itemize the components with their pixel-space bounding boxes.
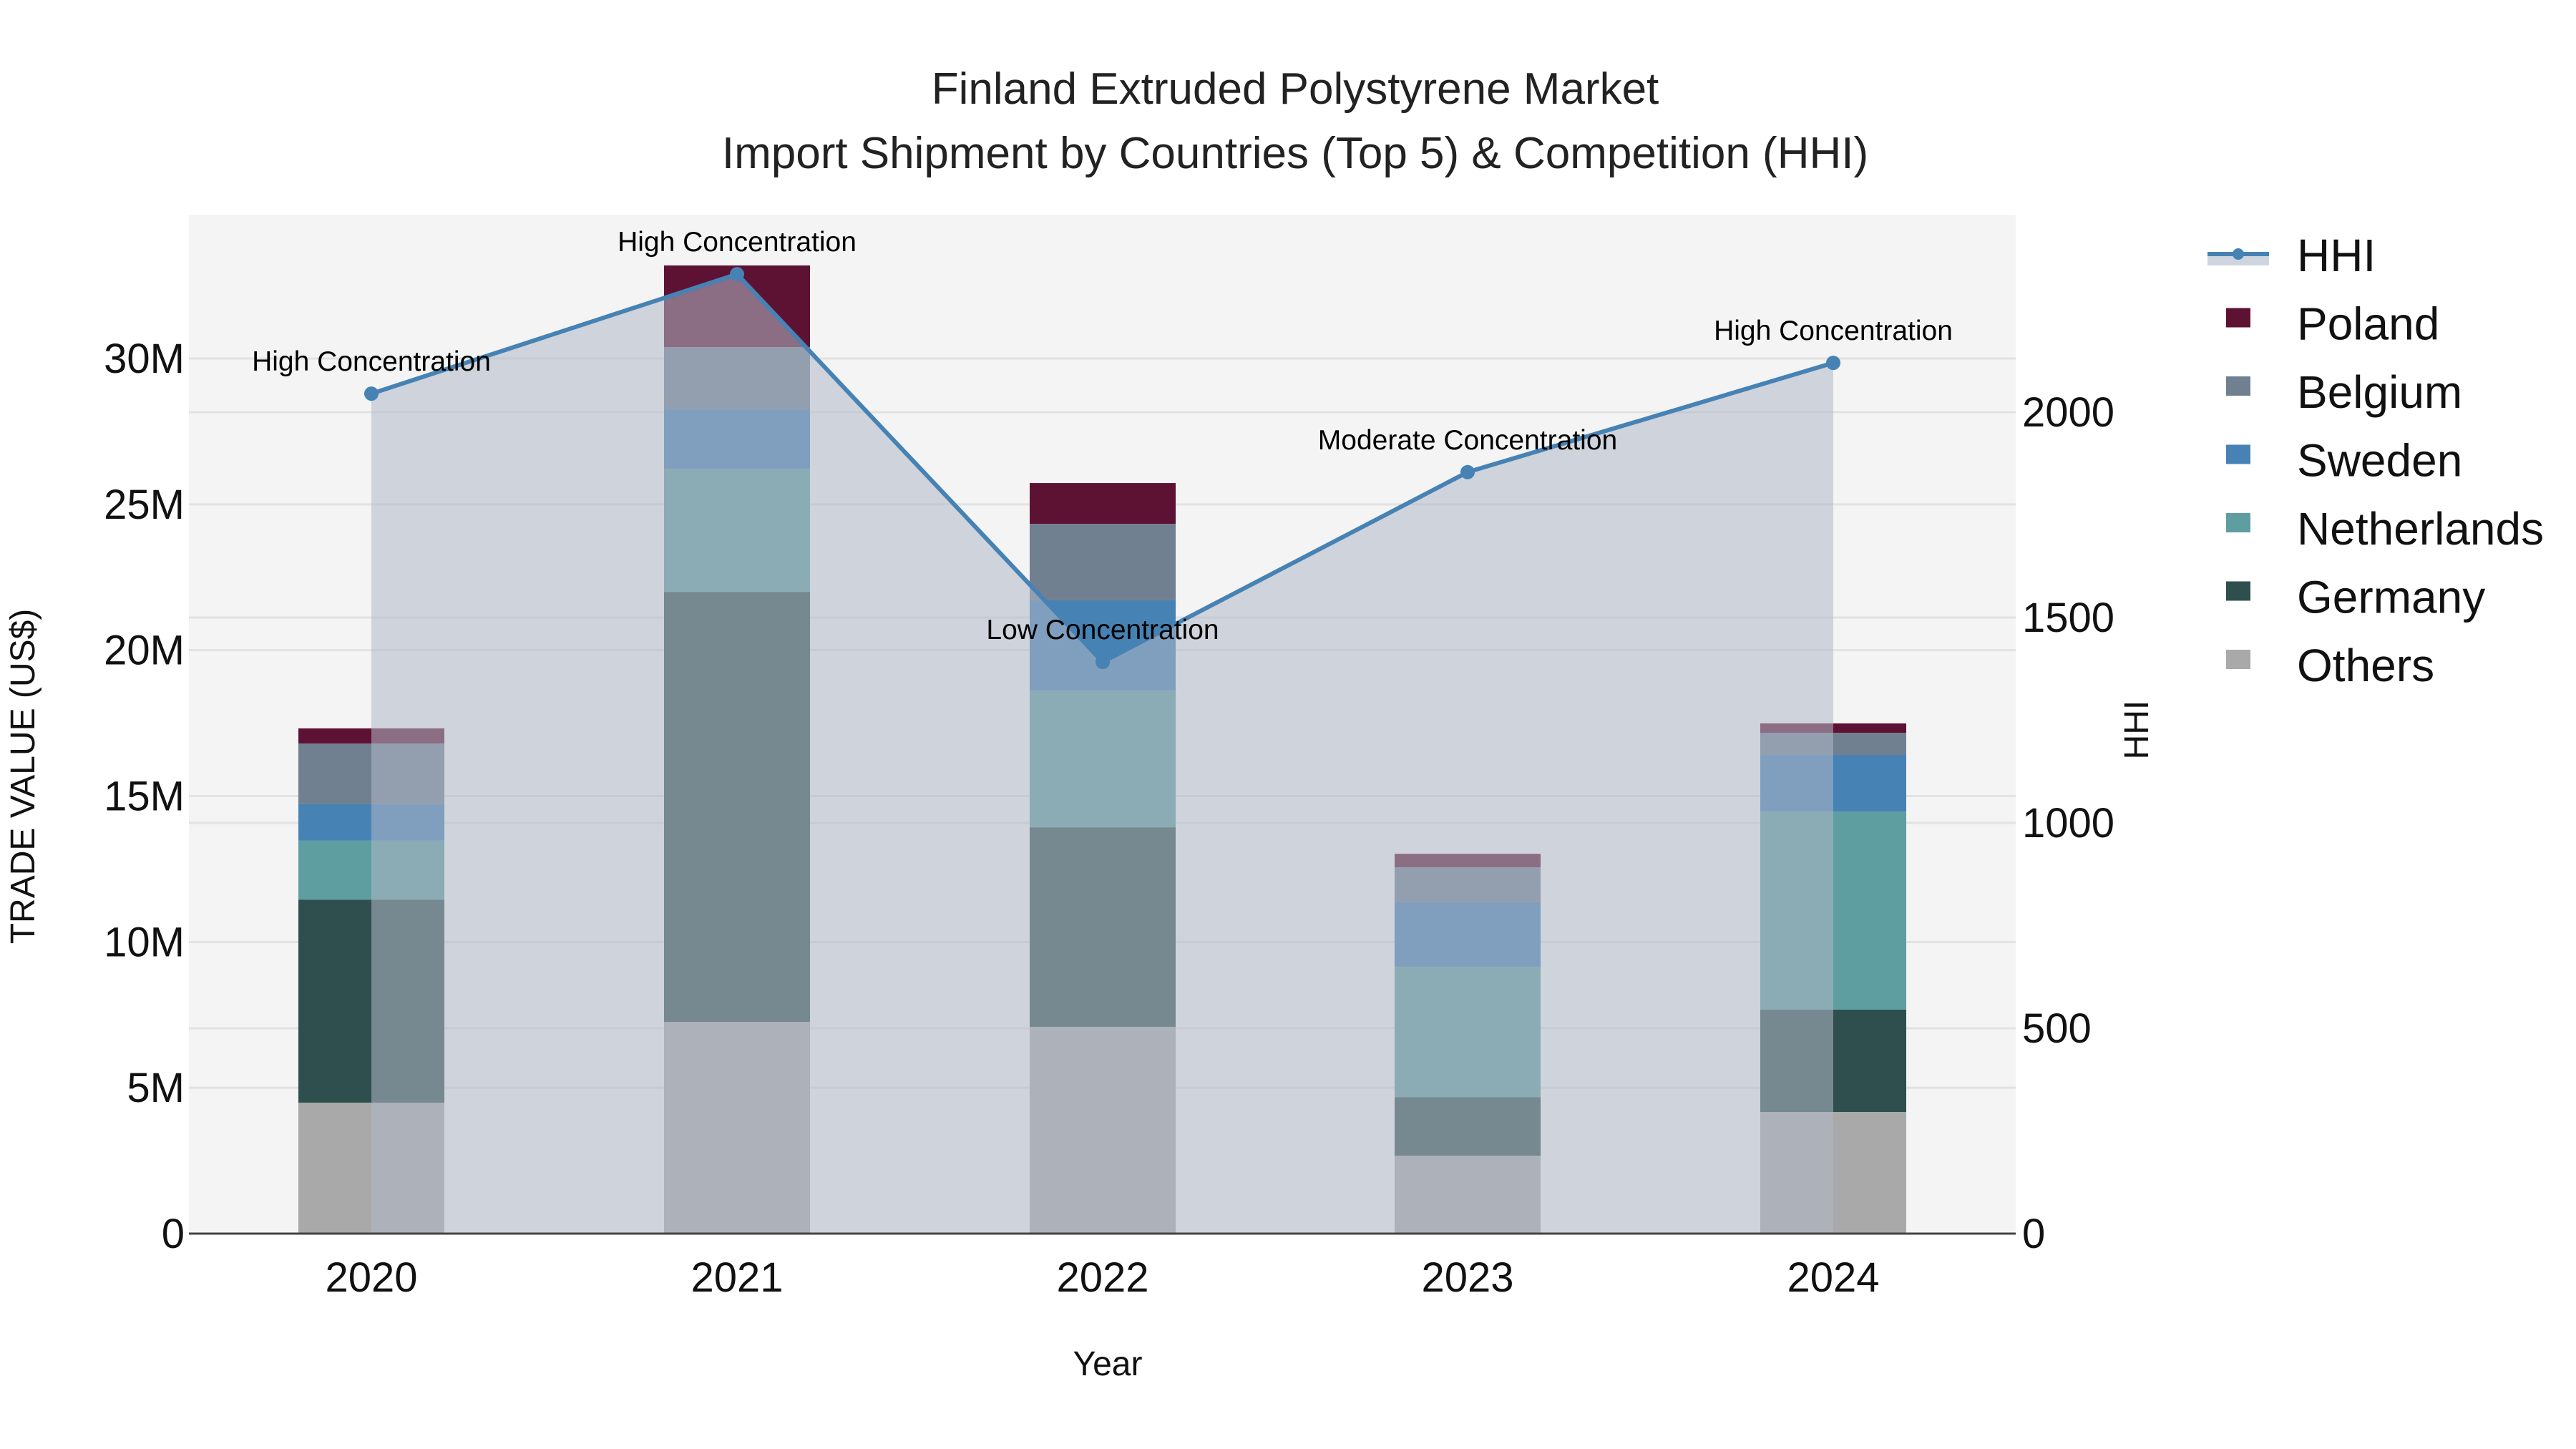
hhi-marker-2020[interactable] (364, 386, 379, 401)
y-left-tick: 0 (162, 1211, 185, 1257)
y-right-tick: 2000 (2022, 389, 2114, 436)
legend-item-others[interactable]: Others (2226, 640, 2434, 691)
annotation-2024: High Concentration (1714, 316, 1953, 346)
legend-item-sweden[interactable]: Sweden (2226, 435, 2462, 487)
y-right-tick: 500 (2022, 1005, 2092, 1052)
chart-title-line1: Finland Extruded Polystyrene Market (932, 64, 1659, 114)
legend-item-germany[interactable]: Germany (2226, 572, 2485, 623)
hhi-marker-2023[interactable] (1460, 464, 1475, 479)
y-left-tick: 10M (104, 919, 185, 965)
legend-label: Germany (2297, 572, 2485, 623)
legend-label: Netherlands (2297, 503, 2544, 555)
legend-swatch-icon (2226, 581, 2250, 601)
legend-item-belgium[interactable]: Belgium (2226, 366, 2462, 418)
hhi-marker-2024[interactable] (1826, 356, 1840, 371)
legend-swatch-icon (2226, 444, 2250, 464)
legend-swatch-icon (2226, 650, 2250, 669)
annotation-2021: High Concentration (618, 227, 857, 258)
y-axis-right-ticks: 0 500 1000 1500 2000 (2022, 389, 2114, 1257)
legend-item-hhi[interactable]: HHI (2207, 230, 2376, 281)
y-right-tick: 1500 (2022, 595, 2114, 641)
legend-label: Sweden (2297, 435, 2462, 487)
legend-swatch-icon (2226, 376, 2250, 396)
hhi-line (364, 267, 1840, 669)
x-tick-2023: 2023 (1421, 1254, 1513, 1301)
x-tick-2020: 2020 (325, 1254, 417, 1301)
annotation-2020: High Concentration (252, 346, 491, 377)
x-axis-ticks: 2020 2021 2022 2023 2024 (325, 1254, 1879, 1301)
x-tick-2024: 2024 (1787, 1254, 1879, 1301)
legend-label: HHI (2297, 230, 2376, 281)
legend-label: Poland (2297, 298, 2439, 350)
hhi-annotations: High Concentration High Concentration Low … (252, 227, 1953, 645)
x-tick-2022: 2022 (1056, 1254, 1148, 1301)
legend-label: Others (2297, 640, 2434, 691)
y-left-tick: 15M (104, 774, 185, 820)
legend-swatch-icon (2226, 308, 2250, 328)
y-right-tick: 1000 (2022, 800, 2114, 847)
legend-item-poland[interactable]: Poland (2226, 298, 2439, 350)
hhi-area-fill (371, 274, 1833, 1234)
y-axis-left-title: TRADE VALUE (US$) (4, 609, 42, 945)
annotation-2022: Low Concentration (986, 615, 1219, 645)
y-left-tick: 20M (104, 628, 185, 674)
legend-label: Belgium (2297, 366, 2462, 418)
bar-segment-belgium[interactable] (1030, 524, 1176, 600)
hhi-marker-2021[interactable] (730, 267, 744, 282)
legend-item-netherlands[interactable]: Netherlands (2226, 503, 2544, 555)
y-right-tick: 0 (2022, 1211, 2045, 1257)
annotation-2023: Moderate Concentration (1318, 425, 1617, 456)
legend-swatch-icon (2226, 513, 2250, 532)
legend: HHI Poland Belgium Sweden Netherlands Germany… (2207, 230, 2544, 691)
hhi-marker-2022[interactable] (1096, 654, 1110, 669)
chart-title-line2: Import Shipment by Countries (Top 5) & C… (722, 129, 1868, 178)
x-axis-title: Year (1073, 1345, 1143, 1383)
legend-marker-icon (2233, 248, 2244, 260)
hhi-fill (371, 274, 1833, 1234)
y-left-tick: 5M (127, 1065, 185, 1111)
y-axis-right-title: HHI (2118, 701, 2156, 760)
x-tick-2021: 2021 (691, 1254, 783, 1301)
y-left-tick: 30M (104, 336, 185, 382)
bar-segment-poland[interactable] (1030, 483, 1176, 525)
y-axis-left-ticks: 0 5M 10M 15M 20M 25M 30M (104, 336, 185, 1257)
y-left-tick: 25M (104, 482, 185, 528)
